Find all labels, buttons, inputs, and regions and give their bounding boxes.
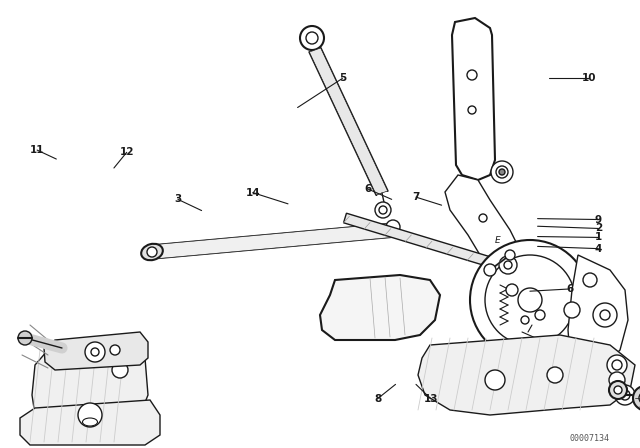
Circle shape <box>468 106 476 114</box>
Text: E: E <box>495 236 501 245</box>
Polygon shape <box>320 275 440 340</box>
Polygon shape <box>568 255 628 368</box>
Circle shape <box>615 385 635 405</box>
Text: 5: 5 <box>339 73 346 83</box>
Ellipse shape <box>141 244 163 260</box>
Polygon shape <box>452 18 495 180</box>
Text: 3: 3 <box>174 194 182 204</box>
Circle shape <box>386 220 400 234</box>
Ellipse shape <box>636 389 640 411</box>
Circle shape <box>564 302 580 318</box>
Circle shape <box>614 386 622 394</box>
Circle shape <box>535 310 545 320</box>
Circle shape <box>112 362 128 378</box>
Circle shape <box>633 386 640 410</box>
Circle shape <box>600 310 610 320</box>
Text: 00007134: 00007134 <box>570 434 610 443</box>
Circle shape <box>607 355 627 375</box>
Polygon shape <box>32 345 148 435</box>
Circle shape <box>499 169 505 175</box>
Circle shape <box>506 284 518 296</box>
Text: 6: 6 <box>364 184 372 194</box>
Circle shape <box>504 261 512 269</box>
Text: 7: 7 <box>412 192 420 202</box>
Text: 6: 6 <box>566 284 573 294</box>
Text: 12: 12 <box>120 147 134 157</box>
Text: 9: 9 <box>595 215 602 224</box>
Text: 2: 2 <box>595 224 602 233</box>
Circle shape <box>375 202 391 218</box>
Ellipse shape <box>83 418 97 426</box>
Circle shape <box>639 392 640 404</box>
Polygon shape <box>418 335 635 415</box>
Circle shape <box>583 273 597 287</box>
Text: 10: 10 <box>582 73 596 83</box>
Circle shape <box>484 264 496 276</box>
Circle shape <box>518 288 542 312</box>
Circle shape <box>479 214 487 222</box>
Polygon shape <box>309 48 388 195</box>
Polygon shape <box>445 175 520 270</box>
Circle shape <box>18 331 32 345</box>
Circle shape <box>467 70 477 80</box>
Circle shape <box>78 403 102 427</box>
Circle shape <box>147 247 157 257</box>
Text: 4: 4 <box>595 244 602 254</box>
Polygon shape <box>152 223 396 259</box>
Circle shape <box>91 348 99 356</box>
Circle shape <box>379 206 387 214</box>
Text: 1: 1 <box>595 233 602 242</box>
Circle shape <box>609 381 627 399</box>
Circle shape <box>300 26 324 50</box>
Circle shape <box>547 367 563 383</box>
Circle shape <box>110 345 120 355</box>
Circle shape <box>593 303 617 327</box>
Polygon shape <box>20 400 160 445</box>
Circle shape <box>85 342 105 362</box>
Polygon shape <box>44 332 148 370</box>
Circle shape <box>485 255 575 345</box>
Text: 13: 13 <box>424 394 438 404</box>
Circle shape <box>612 360 622 370</box>
Circle shape <box>499 256 517 274</box>
Circle shape <box>470 240 590 360</box>
Circle shape <box>485 370 505 390</box>
Circle shape <box>521 316 529 324</box>
Text: 14: 14 <box>246 188 260 198</box>
Circle shape <box>609 372 625 388</box>
Circle shape <box>496 166 508 178</box>
Text: 11: 11 <box>30 145 44 155</box>
Polygon shape <box>344 213 511 273</box>
Circle shape <box>491 161 513 183</box>
Circle shape <box>505 250 515 260</box>
Text: 8: 8 <box>374 394 381 404</box>
Circle shape <box>306 32 318 44</box>
Circle shape <box>620 390 630 400</box>
